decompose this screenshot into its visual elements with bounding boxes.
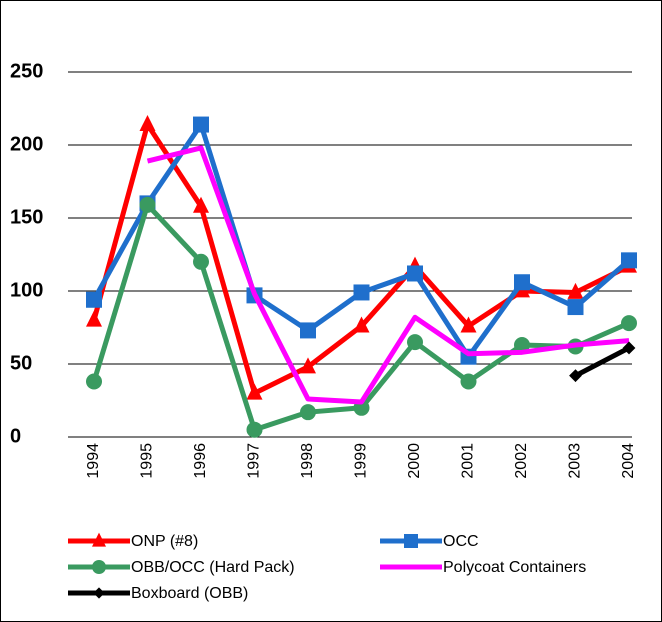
point bbox=[86, 310, 102, 327]
point bbox=[514, 274, 530, 291]
legend-marker bbox=[92, 532, 106, 547]
point bbox=[246, 383, 263, 400]
point bbox=[300, 322, 316, 339]
y-tick-label: 100 bbox=[10, 279, 43, 301]
point bbox=[86, 291, 102, 308]
point bbox=[353, 284, 370, 301]
x-tick-label: 1998 bbox=[299, 443, 316, 479]
legend-marker bbox=[404, 534, 418, 548]
point bbox=[246, 421, 263, 438]
x-tick-label: 2000 bbox=[406, 443, 423, 479]
point bbox=[621, 315, 637, 332]
point bbox=[460, 316, 477, 333]
point bbox=[86, 373, 102, 390]
point bbox=[300, 404, 316, 421]
point bbox=[353, 316, 370, 333]
point bbox=[621, 252, 637, 269]
point bbox=[193, 196, 209, 213]
y-tick-label: 200 bbox=[10, 133, 43, 155]
y-tick-label: 50 bbox=[10, 352, 32, 374]
x-tick-label: 2002 bbox=[513, 443, 530, 479]
x-tick-label: 1994 bbox=[85, 443, 102, 479]
point bbox=[622, 341, 636, 355]
point bbox=[407, 334, 423, 351]
point bbox=[193, 116, 209, 133]
x-tick-label: 2001 bbox=[460, 443, 477, 479]
legend-marker bbox=[92, 560, 106, 574]
point bbox=[139, 196, 156, 213]
series-line bbox=[574, 345, 631, 378]
point bbox=[514, 337, 530, 354]
x-tick-label: 2003 bbox=[567, 443, 584, 479]
y-tick-label: 150 bbox=[10, 206, 43, 228]
x-tick-label: 1997 bbox=[246, 443, 263, 479]
point bbox=[569, 369, 582, 383]
y-tick-label: 250 bbox=[10, 60, 43, 82]
point bbox=[407, 265, 423, 282]
point bbox=[193, 253, 209, 270]
legend-label: ONP (#8) bbox=[131, 533, 198, 550]
point bbox=[139, 114, 156, 131]
point bbox=[567, 282, 584, 299]
point bbox=[300, 357, 316, 374]
legend-label: Polycoat Containers bbox=[443, 559, 586, 576]
x-tick-label: 1995 bbox=[139, 443, 156, 479]
x-tick-label: 1996 bbox=[192, 443, 209, 479]
legend-label: OBB/OCC (Hard Pack) bbox=[131, 559, 295, 576]
series-line bbox=[146, 145, 630, 405]
point bbox=[567, 299, 584, 316]
legend-label: OCC bbox=[443, 533, 479, 550]
point bbox=[460, 373, 477, 390]
legend-marker bbox=[93, 587, 105, 599]
y-tick-label: 0 bbox=[10, 425, 21, 447]
legend-label: Boxboard (OBB) bbox=[131, 585, 248, 602]
x-tick-label: 1999 bbox=[353, 443, 370, 479]
x-tick-label: 2004 bbox=[620, 443, 637, 479]
